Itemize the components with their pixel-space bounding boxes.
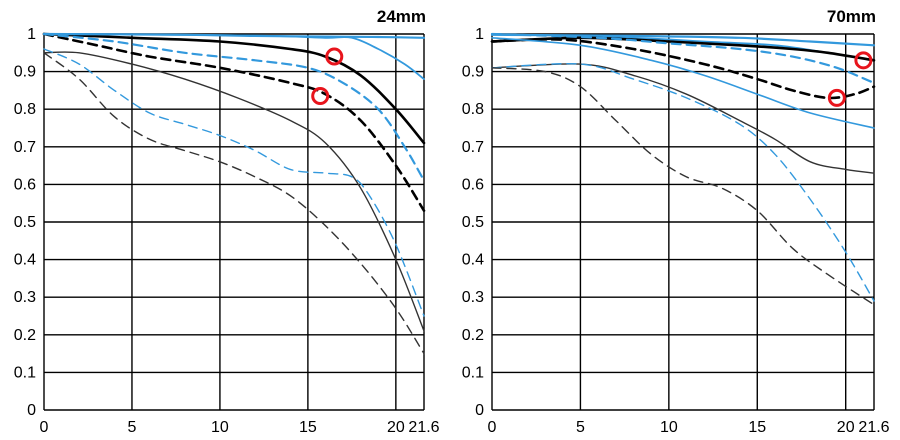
- series-line-7: [491, 63, 875, 174]
- x-tick-label: 21.6: [408, 419, 439, 436]
- x-tick-label: 10: [660, 419, 678, 436]
- y-tick-label: 0.1: [14, 364, 36, 381]
- y-tick-label: 0.1: [462, 364, 484, 381]
- series-line-4: [43, 52, 425, 355]
- highlight-marker: [854, 51, 873, 70]
- y-tick-label: 0.8: [14, 101, 36, 118]
- series-line-5: [490, 38, 876, 100]
- y-tick-label: 0.7: [462, 139, 484, 156]
- y-tick-label: 0.9: [14, 64, 36, 81]
- y-tick-label: 0: [27, 402, 36, 419]
- y-tick-label: 0: [475, 402, 484, 419]
- highlight-marker: [311, 87, 330, 106]
- y-tick-label: 1: [475, 26, 484, 43]
- y-tick-label: 0.6: [462, 176, 484, 193]
- x-tick-label: 21.6: [858, 419, 889, 436]
- x-tick-label: 15: [299, 419, 317, 436]
- x-tick-label: 10: [211, 419, 229, 436]
- y-tick-label: 0.4: [462, 252, 484, 269]
- series-line-7: [42, 32, 426, 182]
- chart-panel-1: 00.10.20.30.40.50.60.70.80.910 5 10 15 20 21.…: [14, 7, 440, 436]
- x-tick-label: 0: [488, 419, 497, 436]
- chart-title: 24mm: [377, 7, 426, 26]
- y-tick-label: 0.7: [14, 139, 36, 156]
- x-tick-label: 5: [576, 419, 585, 436]
- y-tick-label: 0.9: [462, 64, 484, 81]
- series-line-9: [491, 67, 875, 306]
- y-tick-label: 0.3: [462, 289, 484, 306]
- x-tick-label: 20: [837, 419, 855, 436]
- x-tick-label: 20: [387, 419, 405, 436]
- series-line-4: [490, 32, 876, 84]
- y-tick-label: 0.2: [462, 327, 484, 344]
- y-tick-label: 1: [27, 26, 36, 43]
- y-tick-label: 0.2: [14, 327, 36, 344]
- y-tick-label: 0.4: [14, 252, 36, 269]
- y-tick-label: 0.8: [462, 101, 484, 118]
- y-tick-label: 0.3: [14, 289, 36, 306]
- series-line-8: [43, 48, 425, 317]
- x-tick-label: 15: [748, 419, 766, 436]
- series-line-8: [491, 62, 875, 302]
- x-tick-label: 5: [128, 419, 137, 436]
- highlight-marker: [827, 88, 846, 107]
- series-line-6: [491, 37, 875, 129]
- chart-panel-2: 00.10.20.30.40.50.60.70.80.910 5 10 15 20 21.…: [462, 7, 890, 436]
- y-tick-label: 0.5: [462, 214, 484, 231]
- y-tick-label: 0.5: [14, 214, 36, 231]
- series-line-3: [43, 51, 425, 332]
- x-tick-label: 0: [40, 419, 49, 436]
- highlight-marker: [325, 47, 344, 66]
- series-line-6: [43, 33, 425, 80]
- series-line-3: [490, 36, 876, 62]
- series-line-1: [42, 32, 426, 145]
- y-tick-label: 0.6: [14, 176, 36, 193]
- chart-title: 70mm: [827, 7, 876, 26]
- series-line-2: [42, 32, 426, 212]
